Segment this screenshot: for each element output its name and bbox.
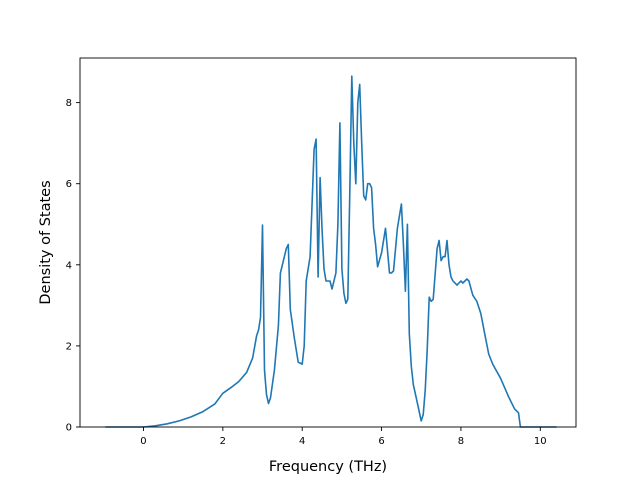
y-tick-label: 6 (66, 179, 72, 190)
y-axis-label: Density of States (38, 180, 54, 304)
y-tick-label: 8 (66, 98, 72, 109)
x-tick-label: 2 (220, 436, 226, 447)
axes-frame (79, 57, 577, 428)
y-tick-label: 0 (66, 423, 72, 434)
x-tick-label: 0 (140, 436, 146, 447)
y-axis-ticks: 0 2 4 6 8 (66, 98, 80, 434)
x-tick-label: 10 (534, 436, 547, 447)
x-axis-ticks: 0 2 4 6 8 10 (140, 427, 547, 447)
x-tick-label: 6 (378, 436, 384, 447)
plot-area (105, 75, 558, 428)
x-axis-label: Frequency (THz) (269, 459, 387, 475)
series-line (105, 75, 558, 428)
y-tick-label: 2 (66, 341, 72, 352)
y-tick-label: 4 (66, 260, 72, 271)
x-tick-label: 8 (458, 436, 464, 447)
x-tick-label: 4 (299, 436, 305, 447)
